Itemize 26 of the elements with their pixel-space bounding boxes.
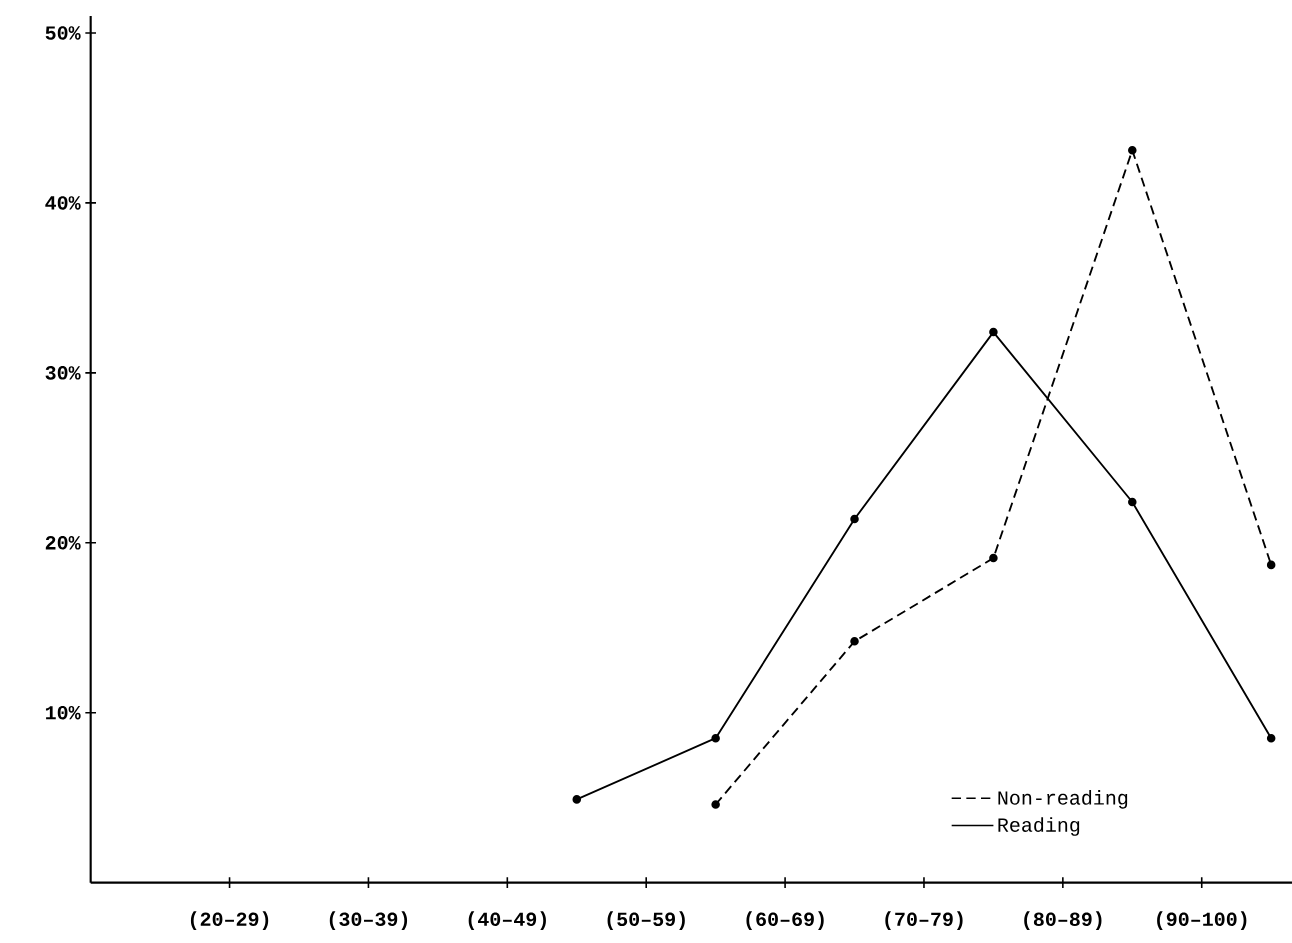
x-tick-label: (80–89) (1024, 911, 1102, 931)
x-tick-label: (30–39) (329, 911, 408, 931)
x-tick-label: (60–69) (746, 911, 824, 931)
y-tick-label: 30% (45, 366, 81, 380)
point (1266, 734, 1276, 743)
point (1128, 146, 1137, 155)
point (1128, 497, 1137, 507)
point (711, 800, 720, 809)
x-tick-label: (50–59) (607, 911, 685, 931)
x-tick-label: (90–100) (1157, 911, 1247, 931)
point (989, 327, 998, 337)
point (1266, 560, 1276, 570)
point (572, 795, 582, 804)
y-tick-label: 40% (45, 196, 81, 210)
legend-label: Reading (998, 817, 1080, 837)
point (850, 514, 859, 524)
x-tick-label: (20–29) (190, 911, 269, 931)
x-tick-label: (70–79) (885, 911, 963, 931)
legend-label: Non-reading (998, 790, 1128, 809)
point (989, 553, 998, 563)
point (850, 637, 859, 646)
y-tick-label: 10% (45, 706, 81, 720)
y-tick-label: 20% (45, 536, 81, 550)
point (711, 734, 720, 743)
y-tick-label: 50% (45, 26, 81, 40)
x-tick-label: (40–49) (468, 911, 546, 931)
